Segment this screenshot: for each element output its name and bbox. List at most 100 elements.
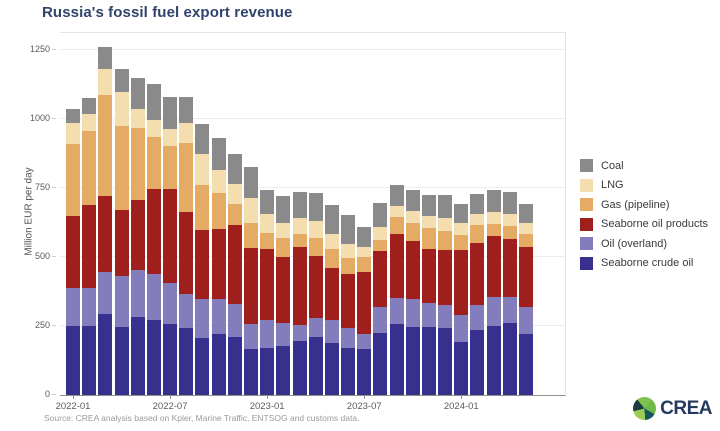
bar-2022-09[interactable] xyxy=(195,33,210,395)
bar-segment-lng[interactable] xyxy=(146,120,161,137)
bar-2023-06[interactable] xyxy=(341,33,356,395)
bar-segment-coal[interactable] xyxy=(454,203,469,223)
bar-2023-08[interactable] xyxy=(373,33,388,395)
bar-segment-gas-pipeline-[interactable] xyxy=(146,136,161,189)
bar-segment-seaborne-crude-oil[interactable] xyxy=(82,326,97,395)
bar-segment-gas-pipeline-[interactable] xyxy=(373,239,388,251)
bar-segment-oil-overland-[interactable] xyxy=(470,305,485,331)
bar-segment-coal[interactable] xyxy=(163,97,178,130)
bar-segment-seaborne-crude-oil[interactable] xyxy=(470,330,485,395)
bar-2022-12[interactable] xyxy=(243,33,258,395)
bar-segment-seaborne-oil-products[interactable] xyxy=(179,211,194,295)
bar-segment-seaborne-crude-oil[interactable] xyxy=(98,313,113,395)
bar-segment-seaborne-oil-products[interactable] xyxy=(421,249,436,303)
bar-segment-coal[interactable] xyxy=(66,109,80,124)
bar-segment-gas-pipeline-[interactable] xyxy=(502,226,517,240)
bar-segment-seaborne-crude-oil[interactable] xyxy=(146,320,161,395)
bar-segment-seaborne-oil-products[interactable] xyxy=(389,233,404,299)
bar-2024-05[interactable] xyxy=(519,33,533,395)
bar-segment-lng[interactable] xyxy=(486,211,501,224)
bar-segment-coal[interactable] xyxy=(341,215,356,244)
bar-segment-oil-overland-[interactable] xyxy=(98,271,113,314)
bar-segment-gas-pipeline-[interactable] xyxy=(82,131,97,206)
bar-segment-gas-pipeline-[interactable] xyxy=(292,233,307,248)
bar-segment-oil-overland-[interactable] xyxy=(519,306,533,334)
bar-segment-lng[interactable] xyxy=(341,243,356,258)
bar-segment-gas-pipeline-[interactable] xyxy=(114,125,129,211)
bar-segment-oil-overland-[interactable] xyxy=(486,297,501,326)
bar-segment-coal[interactable] xyxy=(179,96,194,123)
bar-segment-seaborne-oil-products[interactable] xyxy=(502,239,517,298)
bar-segment-gas-pipeline-[interactable] xyxy=(179,142,194,212)
bar-segment-coal[interactable] xyxy=(146,83,161,121)
bar-segment-lng[interactable] xyxy=(519,222,533,234)
bar-segment-seaborne-oil-products[interactable] xyxy=(163,189,178,283)
bar-segment-seaborne-crude-oil[interactable] xyxy=(438,328,453,395)
bar-segment-seaborne-oil-products[interactable] xyxy=(308,255,323,318)
bar-segment-lng[interactable] xyxy=(308,221,323,238)
bar-segment-lng[interactable] xyxy=(357,247,372,257)
bar-segment-oil-overland-[interactable] xyxy=(421,302,436,328)
bar-segment-coal[interactable] xyxy=(82,98,97,114)
bar-segment-coal[interactable] xyxy=(405,190,420,211)
bar-segment-oil-overland-[interactable] xyxy=(227,304,242,338)
bar-segment-gas-pipeline-[interactable] xyxy=(324,249,339,268)
bar-2024-03[interactable] xyxy=(486,33,501,395)
bar-segment-gas-pipeline-[interactable] xyxy=(519,233,533,248)
bar-2022-01[interactable] xyxy=(66,33,80,395)
bar-segment-seaborne-crude-oil[interactable] xyxy=(502,322,517,395)
bar-segment-seaborne-oil-products[interactable] xyxy=(324,267,339,321)
bar-segment-seaborne-oil-products[interactable] xyxy=(227,225,242,305)
bar-segment-oil-overland-[interactable] xyxy=(308,317,323,338)
bar-segment-seaborne-crude-oil[interactable] xyxy=(324,342,339,395)
legend-item-coal[interactable]: Coal xyxy=(580,156,708,176)
bar-segment-lng[interactable] xyxy=(130,109,145,129)
bar-segment-seaborne-oil-products[interactable] xyxy=(82,205,97,288)
bar-2022-03[interactable] xyxy=(98,33,113,395)
bar-segment-coal[interactable] xyxy=(470,194,485,214)
bar-segment-gas-pipeline-[interactable] xyxy=(163,145,178,190)
bar-2022-02[interactable] xyxy=(82,33,97,395)
bar-segment-lng[interactable] xyxy=(66,123,80,145)
bar-segment-lng[interactable] xyxy=(324,234,339,250)
bar-segment-seaborne-crude-oil[interactable] xyxy=(292,340,307,395)
bar-segment-seaborne-oil-products[interactable] xyxy=(486,236,501,298)
bar-segment-seaborne-crude-oil[interactable] xyxy=(276,346,291,395)
bar-segment-lng[interactable] xyxy=(389,205,404,217)
bar-segment-coal[interactable] xyxy=(211,137,226,171)
bar-segment-seaborne-oil-products[interactable] xyxy=(519,247,533,307)
bar-segment-seaborne-oil-products[interactable] xyxy=(98,196,113,272)
bar-segment-oil-overland-[interactable] xyxy=(276,322,291,347)
bar-2024-02[interactable] xyxy=(470,33,485,395)
bar-2022-04[interactable] xyxy=(114,33,129,395)
bar-segment-seaborne-oil-products[interactable] xyxy=(357,271,372,334)
bar-segment-oil-overland-[interactable] xyxy=(292,324,307,341)
bar-segment-gas-pipeline-[interactable] xyxy=(66,144,80,217)
bar-segment-coal[interactable] xyxy=(308,192,323,222)
bar-segment-lng[interactable] xyxy=(421,215,436,228)
bar-segment-gas-pipeline-[interactable] xyxy=(486,223,501,237)
bar-segment-seaborne-oil-products[interactable] xyxy=(260,249,275,321)
bar-segment-seaborne-crude-oil[interactable] xyxy=(421,327,436,395)
bar-segment-lng[interactable] xyxy=(292,218,307,234)
bar-segment-seaborne-oil-products[interactable] xyxy=(292,247,307,325)
bar-segment-coal[interactable] xyxy=(519,203,533,223)
bar-segment-seaborne-oil-products[interactable] xyxy=(470,242,485,306)
bar-segment-seaborne-oil-products[interactable] xyxy=(211,229,226,300)
bar-segment-seaborne-oil-products[interactable] xyxy=(66,216,80,288)
bar-segment-oil-overland-[interactable] xyxy=(389,298,404,324)
bar-segment-gas-pipeline-[interactable] xyxy=(357,257,372,272)
legend-item-gas-pipeline-[interactable]: Gas (pipeline) xyxy=(580,195,708,215)
bar-2023-05[interactable] xyxy=(324,33,339,395)
bar-segment-seaborne-crude-oil[interactable] xyxy=(114,327,129,395)
bar-2022-10[interactable] xyxy=(211,33,226,395)
bar-2022-06[interactable] xyxy=(146,33,161,395)
bar-segment-oil-overland-[interactable] xyxy=(324,320,339,343)
bar-segment-oil-overland-[interactable] xyxy=(243,323,258,350)
bar-2024-04[interactable] xyxy=(502,33,517,395)
bar-segment-seaborne-oil-products[interactable] xyxy=(195,230,210,300)
bar-segment-seaborne-crude-oil[interactable] xyxy=(195,337,210,395)
bar-segment-coal[interactable] xyxy=(292,191,307,219)
bar-segment-seaborne-crude-oil[interactable] xyxy=(130,316,145,395)
bar-segment-seaborne-crude-oil[interactable] xyxy=(163,324,178,395)
